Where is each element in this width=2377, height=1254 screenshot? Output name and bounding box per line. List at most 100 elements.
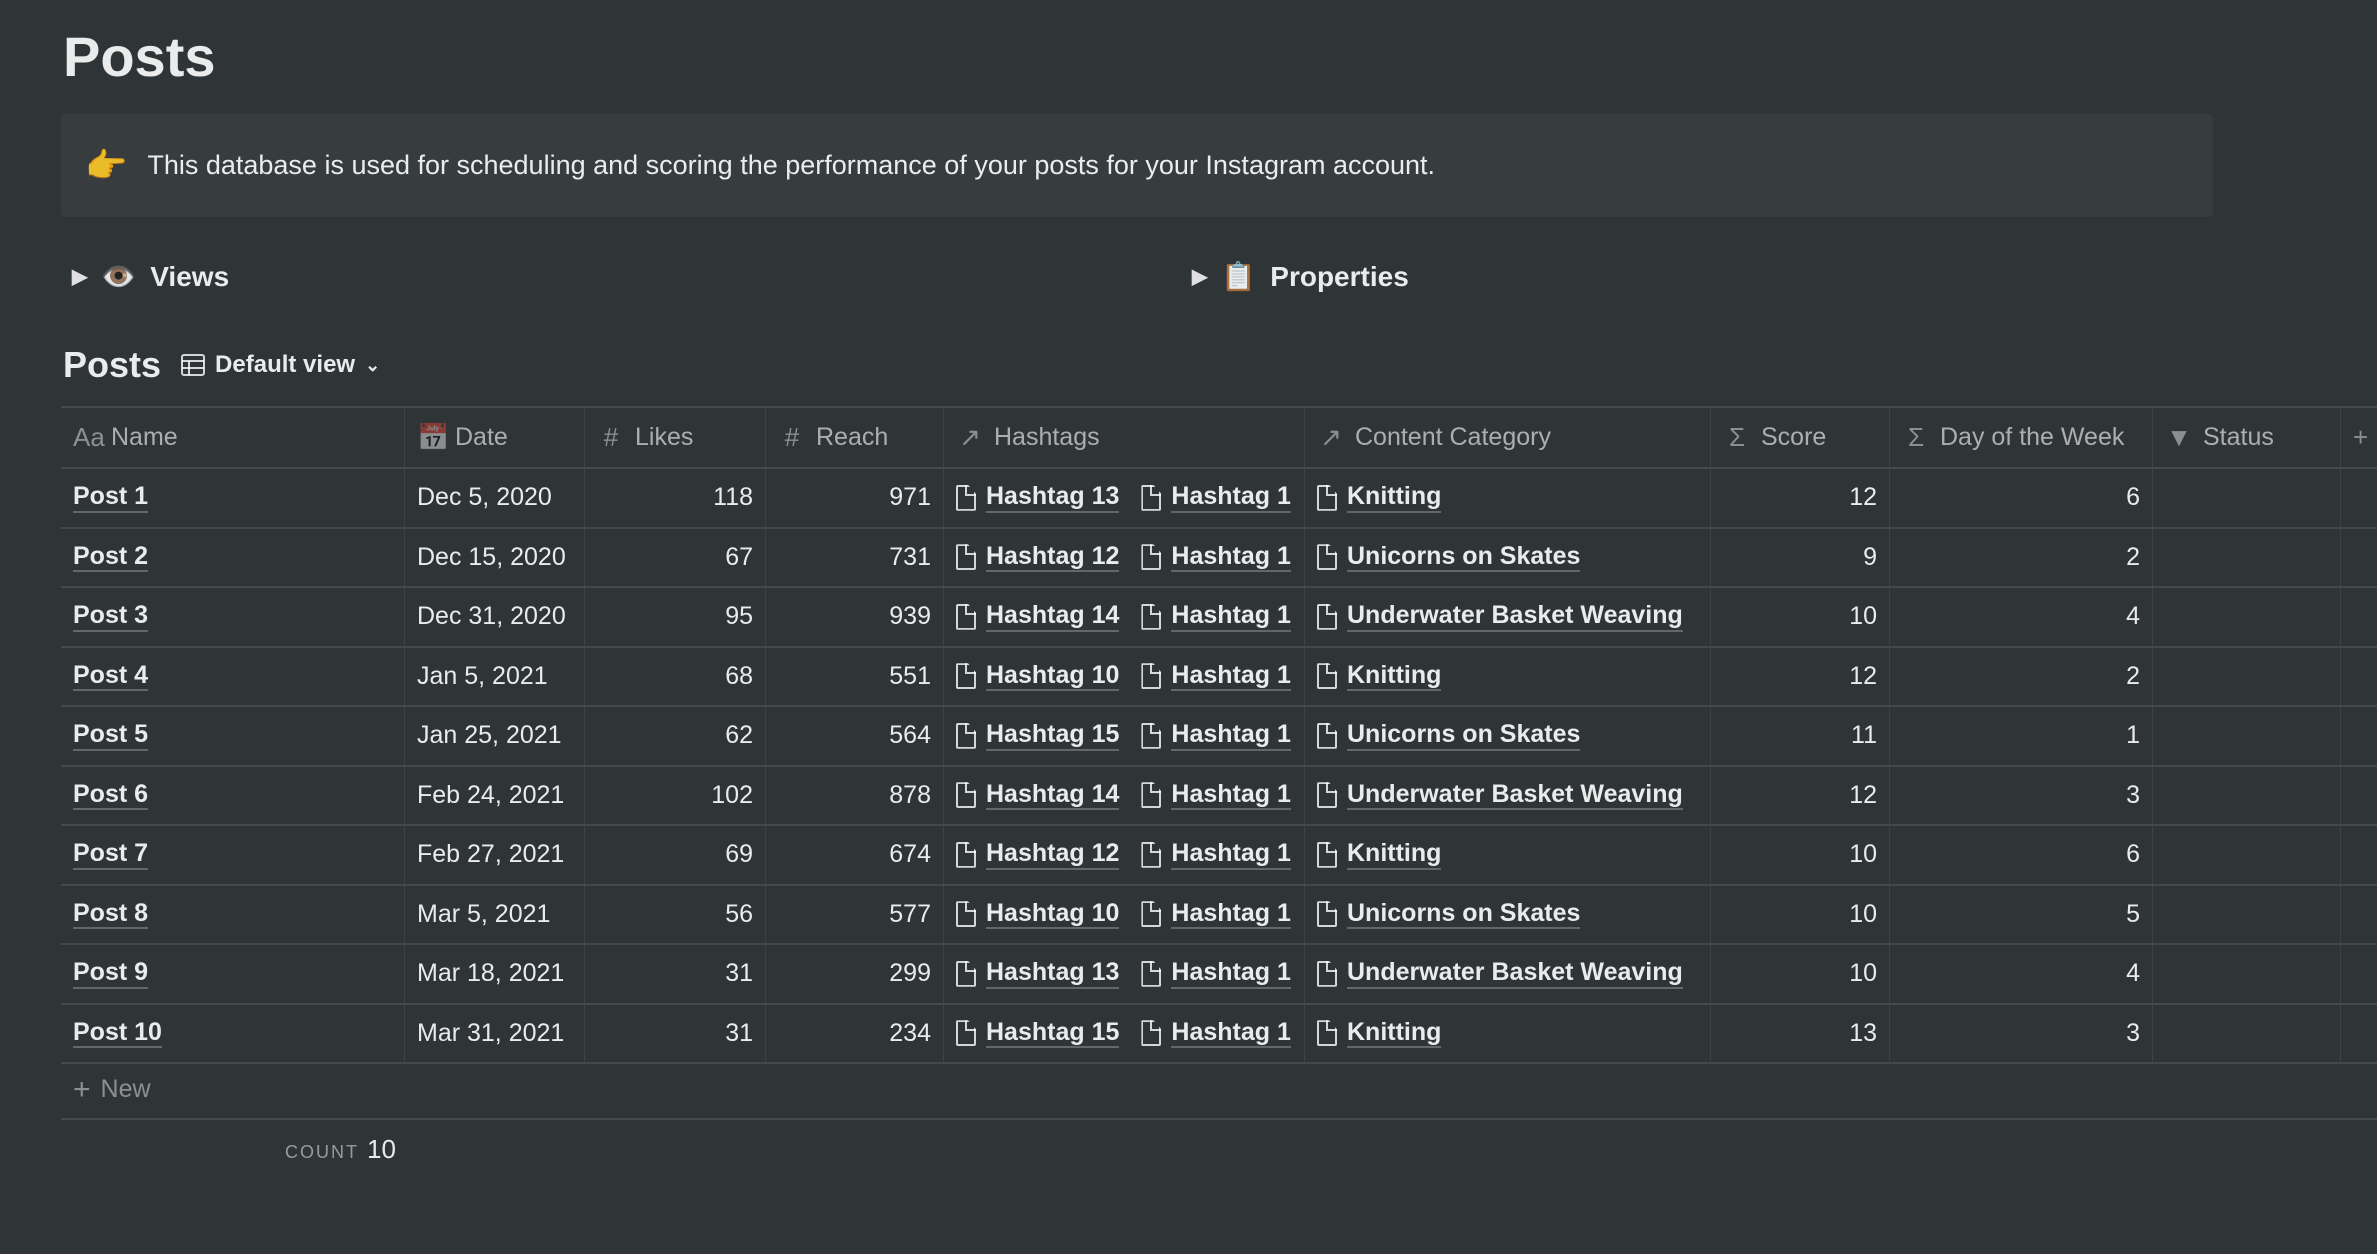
- reach-cell[interactable]: 577: [766, 885, 944, 943]
- hashtag-link[interactable]: Hashtag 12: [956, 542, 1120, 572]
- reach-cell[interactable]: 731: [766, 528, 944, 586]
- hashtag-link[interactable]: Hashtag 10: [956, 899, 1120, 929]
- status-cell[interactable]: [2153, 707, 2341, 765]
- category-link[interactable]: Knitting: [1317, 661, 1442, 691]
- reach-cell[interactable]: 299: [766, 945, 944, 1003]
- column-header-status[interactable]: ▼ Status: [2153, 408, 2341, 467]
- hashtag-link[interactable]: Hashtag 1: [1141, 720, 1291, 751]
- hashtag-link[interactable]: Hashtag 1: [1141, 601, 1291, 632]
- post-name[interactable]: Post 9: [73, 958, 149, 989]
- category-link[interactable]: Knitting: [1317, 1018, 1442, 1048]
- name-cell[interactable]: Post 9: [61, 945, 405, 1003]
- hashtag-link[interactable]: Hashtag 10: [956, 661, 1120, 691]
- category-link[interactable]: Unicorns on Skates: [1317, 542, 1581, 572]
- hashtags-cell[interactable]: Hashtag 12 Hashtag 1: [944, 528, 1305, 586]
- category-cell[interactable]: Underwater Basket Weaving: [1305, 588, 1711, 646]
- date-cell[interactable]: Jan 25, 2021: [405, 707, 585, 765]
- post-name[interactable]: Post 2: [73, 542, 149, 572]
- date-cell[interactable]: Mar 31, 2021: [405, 1004, 585, 1062]
- name-cell[interactable]: Post 3: [61, 588, 405, 646]
- count-summary[interactable]: COUNT 10: [285, 1134, 396, 1165]
- category-link[interactable]: Unicorns on Skates: [1317, 720, 1581, 751]
- category-link[interactable]: Knitting: [1317, 839, 1442, 870]
- category-link[interactable]: Underwater Basket Weaving: [1317, 601, 1683, 632]
- triangle-right-icon[interactable]: ▶: [1192, 266, 1208, 288]
- hashtags-cell[interactable]: Hashtag 13 Hashtag 1: [944, 945, 1305, 1003]
- post-name[interactable]: Post 3: [73, 601, 149, 632]
- category-cell[interactable]: Knitting: [1305, 469, 1711, 527]
- likes-cell[interactable]: 67: [585, 528, 766, 586]
- view-switcher[interactable]: Default view ⌄: [181, 351, 380, 379]
- status-cell[interactable]: [2153, 647, 2341, 705]
- column-header-name[interactable]: Aa Name: [61, 408, 405, 467]
- status-cell[interactable]: [2153, 469, 2341, 527]
- status-cell[interactable]: [2153, 826, 2341, 884]
- column-header-date[interactable]: 📅 Date: [405, 408, 585, 467]
- name-cell[interactable]: Post 2: [61, 528, 405, 586]
- hashtags-cell[interactable]: Hashtag 12 Hashtag 1: [944, 826, 1305, 884]
- category-cell[interactable]: Unicorns on Skates: [1305, 528, 1711, 586]
- hashtag-link[interactable]: Hashtag 14: [956, 780, 1120, 810]
- likes-cell[interactable]: 31: [585, 945, 766, 1003]
- column-header-day-of-week[interactable]: Σ Day of the Week: [1890, 408, 2153, 467]
- hashtags-cell[interactable]: Hashtag 10 Hashtag 1: [944, 885, 1305, 943]
- column-header-content-category[interactable]: ↗ Content Category: [1305, 408, 1711, 467]
- hashtag-link[interactable]: Hashtag 13: [956, 958, 1120, 989]
- name-cell[interactable]: Post 8: [61, 885, 405, 943]
- likes-cell[interactable]: 31: [585, 1004, 766, 1062]
- likes-cell[interactable]: 95: [585, 588, 766, 646]
- hashtag-link[interactable]: Hashtag 15: [956, 720, 1120, 751]
- hashtags-cell[interactable]: Hashtag 14 Hashtag 1: [944, 588, 1305, 646]
- database-title[interactable]: Posts: [63, 344, 162, 385]
- column-header-hashtags[interactable]: ↗ Hashtags: [944, 408, 1305, 467]
- post-name[interactable]: Post 7: [73, 839, 149, 870]
- hashtag-link[interactable]: Hashtag 1: [1141, 958, 1291, 989]
- column-header-reach[interactable]: # Reach: [766, 408, 944, 467]
- reach-cell[interactable]: 878: [766, 766, 944, 824]
- likes-cell[interactable]: 68: [585, 647, 766, 705]
- name-cell[interactable]: Post 1: [61, 469, 405, 527]
- hashtag-link[interactable]: Hashtag 1: [1141, 661, 1291, 691]
- reach-cell[interactable]: 551: [766, 647, 944, 705]
- date-cell[interactable]: Feb 24, 2021: [405, 766, 585, 824]
- hashtag-link[interactable]: Hashtag 13: [956, 482, 1120, 513]
- hashtags-cell[interactable]: Hashtag 13 Hashtag 1: [944, 469, 1305, 527]
- hashtag-link[interactable]: Hashtag 14: [956, 601, 1120, 632]
- category-cell[interactable]: Underwater Basket Weaving: [1305, 766, 1711, 824]
- status-cell[interactable]: [2153, 528, 2341, 586]
- post-name[interactable]: Post 8: [73, 899, 149, 929]
- hashtag-link[interactable]: Hashtag 1: [1141, 839, 1291, 870]
- hashtag-link[interactable]: Hashtag 1: [1141, 542, 1291, 572]
- date-cell[interactable]: Mar 18, 2021: [405, 945, 585, 1003]
- hashtag-link[interactable]: Hashtag 1: [1141, 482, 1291, 513]
- status-cell[interactable]: [2153, 1004, 2341, 1062]
- post-name[interactable]: Post 1: [73, 482, 149, 513]
- category-cell[interactable]: Knitting: [1305, 647, 1711, 705]
- post-name[interactable]: Post 5: [73, 720, 149, 751]
- category-cell[interactable]: Underwater Basket Weaving: [1305, 945, 1711, 1003]
- hashtags-cell[interactable]: Hashtag 10 Hashtag 1: [944, 647, 1305, 705]
- column-header-score[interactable]: Σ Score: [1711, 408, 1890, 467]
- date-cell[interactable]: Dec 15, 2020: [405, 528, 585, 586]
- reach-cell[interactable]: 939: [766, 588, 944, 646]
- category-cell[interactable]: Unicorns on Skates: [1305, 707, 1711, 765]
- category-cell[interactable]: Knitting: [1305, 1004, 1711, 1062]
- date-cell[interactable]: Feb 27, 2021: [405, 826, 585, 884]
- views-toggle[interactable]: ▶ 👁️ Views: [72, 260, 229, 293]
- status-cell[interactable]: [2153, 945, 2341, 1003]
- likes-cell[interactable]: 69: [585, 826, 766, 884]
- triangle-right-icon[interactable]: ▶: [72, 266, 88, 288]
- date-cell[interactable]: Dec 5, 2020: [405, 469, 585, 527]
- hashtag-link[interactable]: Hashtag 1: [1141, 899, 1291, 929]
- post-name[interactable]: Post 6: [73, 780, 149, 810]
- date-cell[interactable]: Dec 31, 2020: [405, 588, 585, 646]
- category-link[interactable]: Unicorns on Skates: [1317, 899, 1581, 929]
- hashtag-link[interactable]: Hashtag 15: [956, 1018, 1120, 1048]
- new-row-button[interactable]: + New: [61, 1061, 2377, 1120]
- status-cell[interactable]: [2153, 588, 2341, 646]
- column-header-likes[interactable]: # Likes: [585, 408, 766, 467]
- likes-cell[interactable]: 62: [585, 707, 766, 765]
- status-cell[interactable]: [2153, 885, 2341, 943]
- date-cell[interactable]: Jan 5, 2021: [405, 647, 585, 705]
- column-header-add-property[interactable]: +: [2341, 408, 2377, 467]
